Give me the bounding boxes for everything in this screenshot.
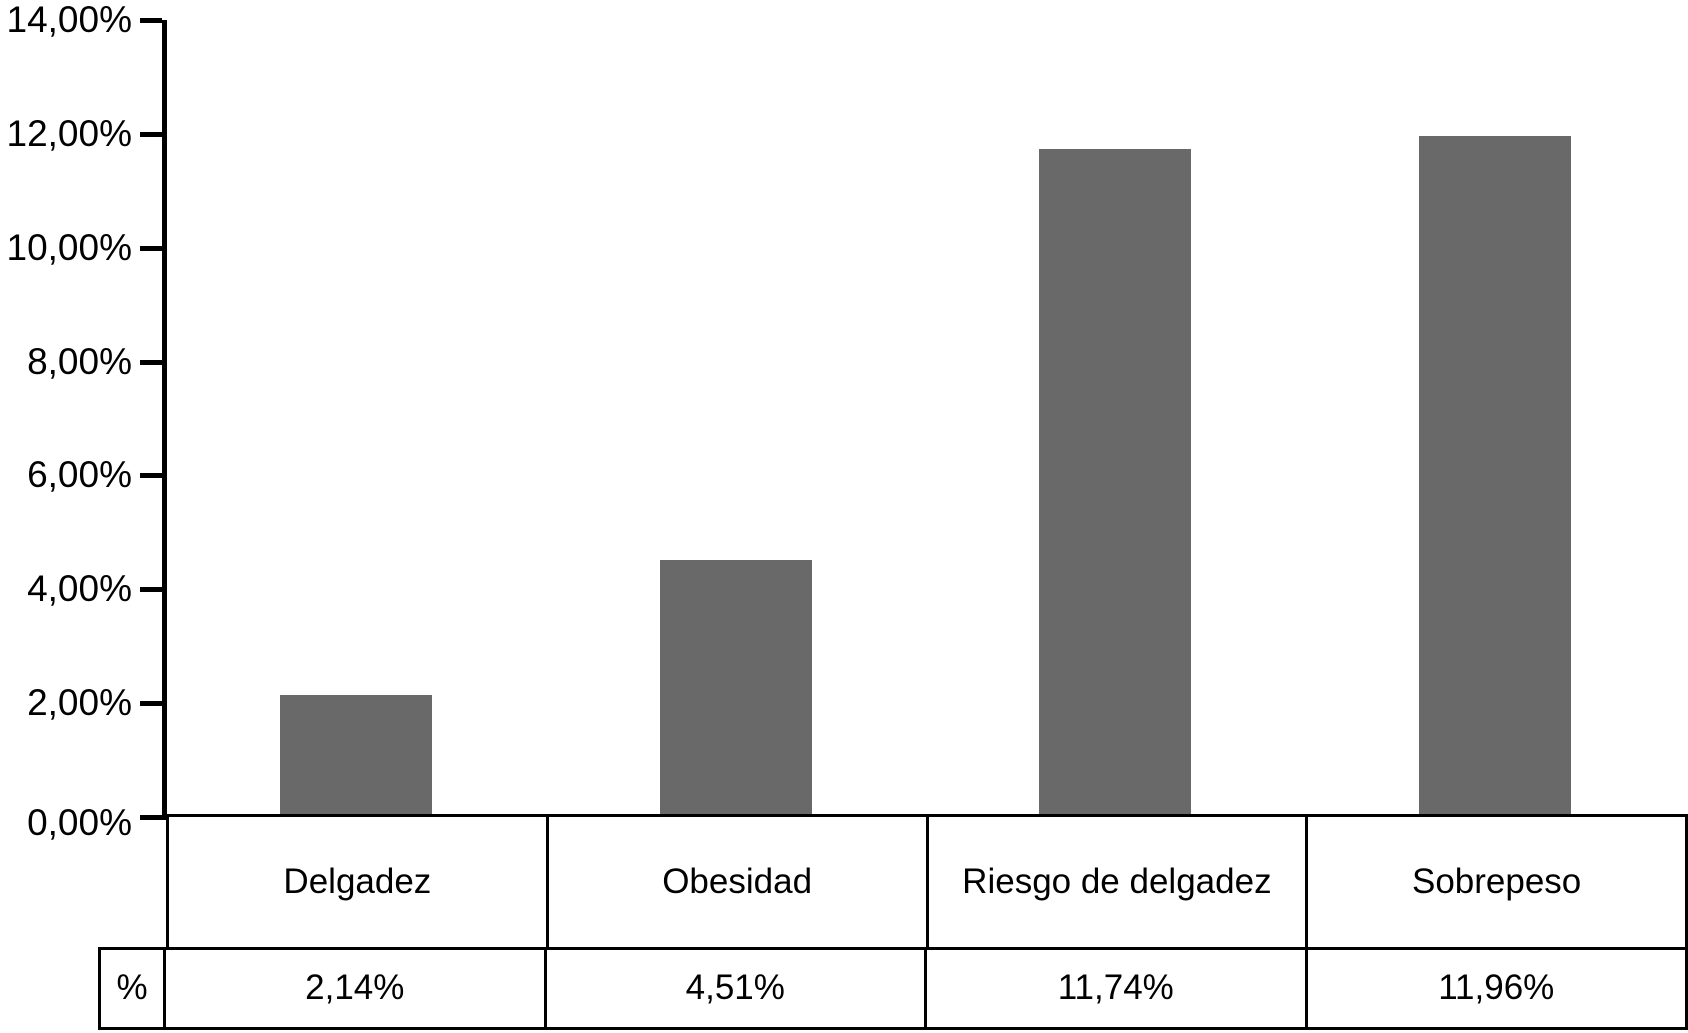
value-cell-delgadez: 2,14% [163,947,547,1030]
y-tick [140,473,162,478]
y-tick [140,587,162,592]
y-tick-label: 6,00% [27,454,132,495]
row-header-percent: % [98,947,166,1030]
y-tick [140,132,162,137]
y-tick-label: 8,00% [27,341,132,382]
category-cell-riesgo-de-delgadez: Riesgo de delgadez [925,814,1309,950]
y-tick-label: 0,00% [27,802,132,843]
y-tick [140,701,162,706]
y-axis-line [162,20,167,817]
value-cell-sobrepeso: 11,96% [1304,947,1688,1030]
y-tick [140,18,162,23]
y-tick-label: 2,00% [27,682,132,723]
bar-sobrepeso [1419,136,1571,817]
bar-riesgo-de-delgadez [1039,149,1191,817]
value-cell-riesgo-de-delgadez: 11,74% [924,947,1308,1030]
category-cell-delgadez: Delgadez [166,814,549,950]
y-tick-label: 10,00% [6,227,133,268]
bar-delgadez [280,695,432,817]
y-tick-label: 12,00% [6,113,133,154]
y-tick-label: 14,00% [6,0,133,40]
y-tick [140,360,162,365]
y-tick-label: 4,00% [27,568,132,609]
value-row: % 2,14% 4,51% 11,74% 11,96% [98,947,1688,1030]
category-cell-sobrepeso: Sobrepeso [1305,814,1688,950]
category-row: Delgadez Obesidad Riesgo de delgadez Sobrep… [166,814,1688,950]
value-cell-obesidad: 4,51% [543,947,927,1030]
bar-obesidad [660,560,812,817]
y-tick [140,246,162,251]
y-tick [140,815,162,820]
category-cell-obesidad: Obesidad [545,814,929,950]
